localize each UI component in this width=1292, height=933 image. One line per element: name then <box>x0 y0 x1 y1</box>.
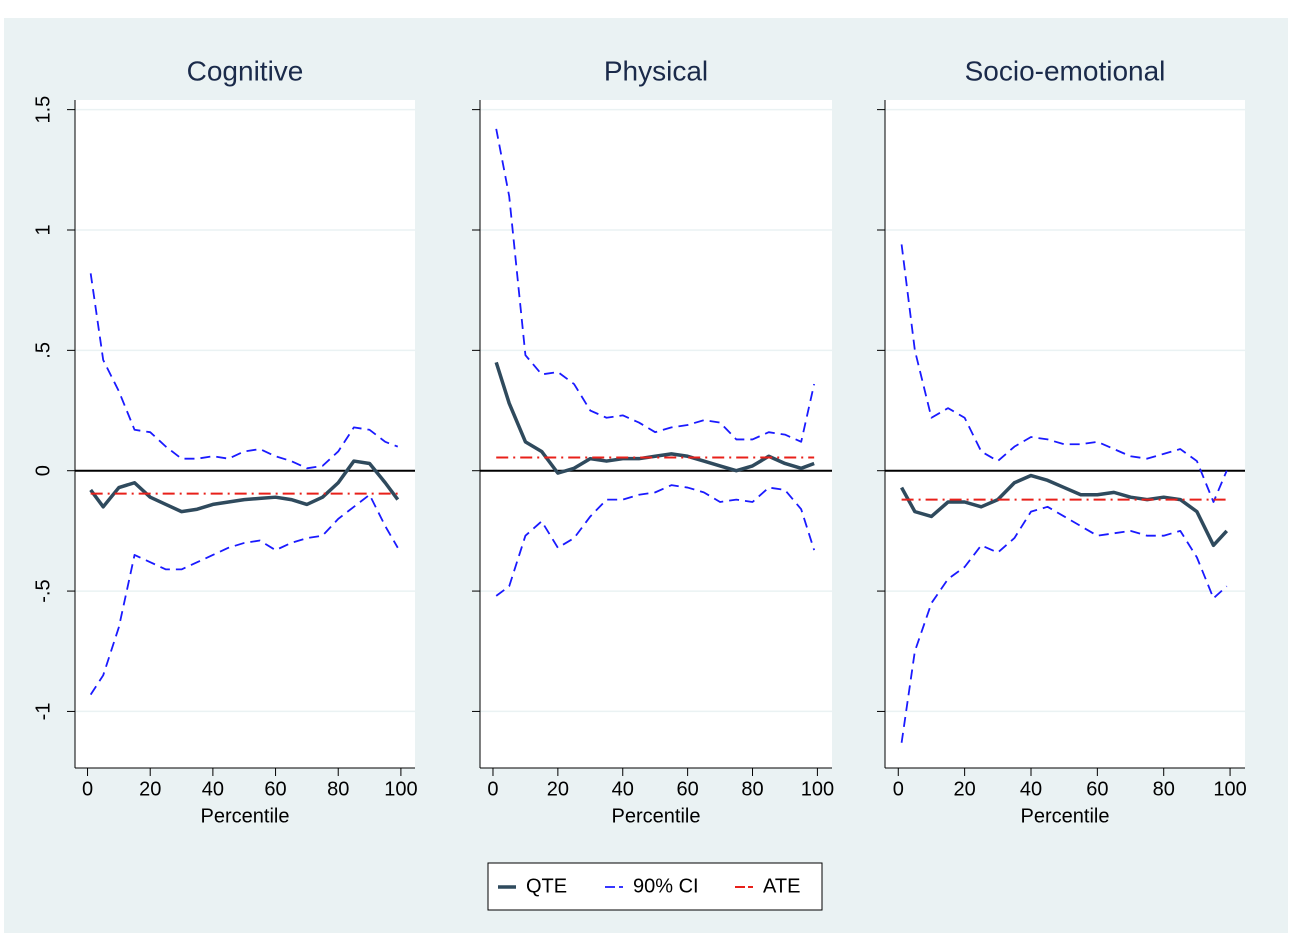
x-axis-title: Percentile <box>612 805 701 827</box>
series-line <box>89 459 400 514</box>
y-tick-label: 0 <box>32 465 54 476</box>
ci-line <box>495 484 816 597</box>
y-tick-label: -.5 <box>32 579 54 602</box>
x-tick-label: 80 <box>741 778 763 800</box>
x-axis-title: Percentile <box>201 805 290 827</box>
x-tick-label: 100 <box>801 778 834 800</box>
panel-title: Physical <box>604 55 708 86</box>
x-tick-label: 80 <box>327 778 349 800</box>
x-tick-label: 40 <box>612 778 634 800</box>
y-tick-label: -1 <box>32 703 54 721</box>
x-tick-label: 20 <box>547 778 569 800</box>
legend-label: QTE <box>526 875 567 897</box>
x-tick-label: 100 <box>1213 778 1246 800</box>
x-tick-label: 0 <box>82 778 93 800</box>
x-tick-label: 60 <box>264 778 286 800</box>
x-tick-label: 0 <box>487 778 498 800</box>
x-tick-label: 100 <box>384 778 417 800</box>
plot-area <box>885 100 1245 768</box>
panel-title: Cognitive <box>187 55 304 86</box>
legend-label: 90% CI <box>633 875 699 897</box>
x-tick-label: 40 <box>202 778 224 800</box>
series-line <box>494 361 815 475</box>
x-tick-label: 20 <box>139 778 161 800</box>
x-tick-label: 20 <box>954 778 976 800</box>
ci-line <box>89 273 399 470</box>
ci-line <box>495 128 816 443</box>
legend-label: ATE <box>763 875 800 897</box>
plot-area <box>75 100 415 768</box>
x-tick-label: 40 <box>1020 778 1042 800</box>
y-tick-label: 1.5 <box>32 96 54 124</box>
x-tick-label: 60 <box>677 778 699 800</box>
x-axis-title: Percentile <box>1021 805 1110 827</box>
ci-line <box>900 244 1228 503</box>
ci-line <box>89 493 399 696</box>
y-tick-label: 1 <box>32 224 54 235</box>
panel-title: Socio-emotional <box>965 55 1166 86</box>
ci-line <box>900 505 1228 743</box>
y-tick-label: .5 <box>32 342 54 359</box>
legend-box <box>487 862 823 911</box>
x-tick-label: 60 <box>1086 778 1108 800</box>
x-tick-label: 80 <box>1153 778 1175 800</box>
x-tick-label: 0 <box>893 778 904 800</box>
plot-area <box>480 100 832 768</box>
